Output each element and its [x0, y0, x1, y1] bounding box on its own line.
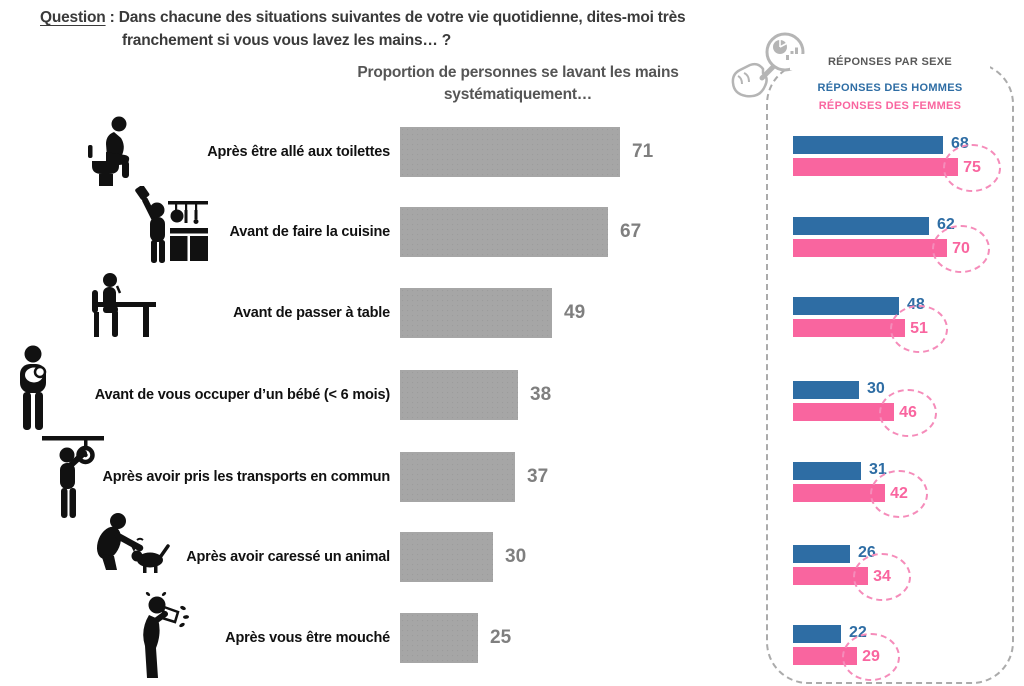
women-value: 46 [899, 404, 917, 421]
women-value-circle: 46 [879, 389, 937, 437]
women-value-circle: 70 [932, 225, 990, 273]
women-legend-label: RÉPONSES DES FEMMES [818, 100, 962, 112]
men-bar [793, 136, 943, 154]
women-value: 29 [862, 648, 880, 665]
men-bar [793, 462, 861, 480]
public-transport-icon [40, 432, 106, 520]
total-bar [400, 207, 608, 257]
cooking-icon [118, 185, 210, 274]
women-value-circle: 29 [842, 633, 900, 681]
women-value: 51 [910, 320, 928, 337]
men-bar [793, 545, 850, 563]
total-value: 25 [490, 627, 512, 648]
women-value: 34 [873, 568, 891, 585]
women-value: 75 [963, 159, 981, 176]
total-value: 49 [564, 302, 586, 323]
total-value: 71 [632, 141, 654, 162]
table-seat-icon [86, 272, 164, 340]
men-bar [793, 217, 929, 235]
women-value: 42 [890, 485, 908, 502]
chart-title-line2: systématiquement… [443, 86, 593, 103]
category-label: Avant de faire la cuisine [229, 224, 391, 240]
women-bar [793, 239, 947, 257]
pet-animal-icon [80, 512, 172, 586]
men-bar [793, 625, 841, 643]
baby-care-icon [10, 344, 62, 438]
women-bar [793, 484, 885, 502]
chart-title: Proportion de personnes se lavant les ma… [340, 62, 696, 106]
women-bar [793, 319, 905, 337]
women-bar [793, 403, 894, 421]
question-text: Question : Dans chacune des situations s… [40, 6, 686, 52]
total-value: 37 [527, 466, 549, 487]
men-value: 30 [867, 380, 885, 397]
total-bar [400, 288, 552, 338]
total-bar [400, 613, 478, 663]
category-label: Après avoir caressé un animal [186, 549, 390, 565]
men-bar [793, 297, 899, 315]
women-value-circle: 42 [870, 470, 928, 518]
total-bar [400, 370, 518, 420]
category-label: Avant de passer à table [233, 305, 390, 321]
category-label: Après vous être mouché [225, 630, 390, 646]
women-value-circle: 75 [943, 144, 1001, 192]
men-legend-label: RÉPONSES DES HOMMES [817, 82, 963, 94]
men-bar [793, 381, 859, 399]
category-label: Après être allé aux toilettes [207, 144, 390, 160]
nose-blowing-icon [128, 592, 192, 682]
panel-header-label: RÉPONSES PAR SEXE [790, 54, 990, 70]
question-line1: Question : Dans chacune des situations s… [40, 9, 686, 26]
question-line2: franchement si vous vous lavez les mains… [122, 32, 452, 49]
women-value: 70 [952, 240, 970, 257]
category-label: Avant de vous occuper d’un bébé (< 6 moi… [94, 387, 390, 403]
women-value-circle: 51 [890, 305, 948, 353]
total-bar [400, 532, 493, 582]
women-bar [793, 647, 857, 665]
chart-title-line1: Proportion de personnes se lavant les ma… [357, 64, 679, 81]
women-bar [793, 567, 868, 585]
total-bar [400, 127, 620, 177]
category-label: Après avoir pris les transports en commu… [102, 469, 390, 485]
women-bar [793, 158, 958, 176]
question-label: Question [40, 9, 106, 26]
women-value-circle: 34 [853, 553, 911, 601]
total-value: 67 [620, 221, 642, 242]
total-value: 38 [530, 384, 552, 405]
total-bar [400, 452, 515, 502]
total-value: 30 [505, 546, 527, 567]
toilet-icon [88, 115, 140, 191]
